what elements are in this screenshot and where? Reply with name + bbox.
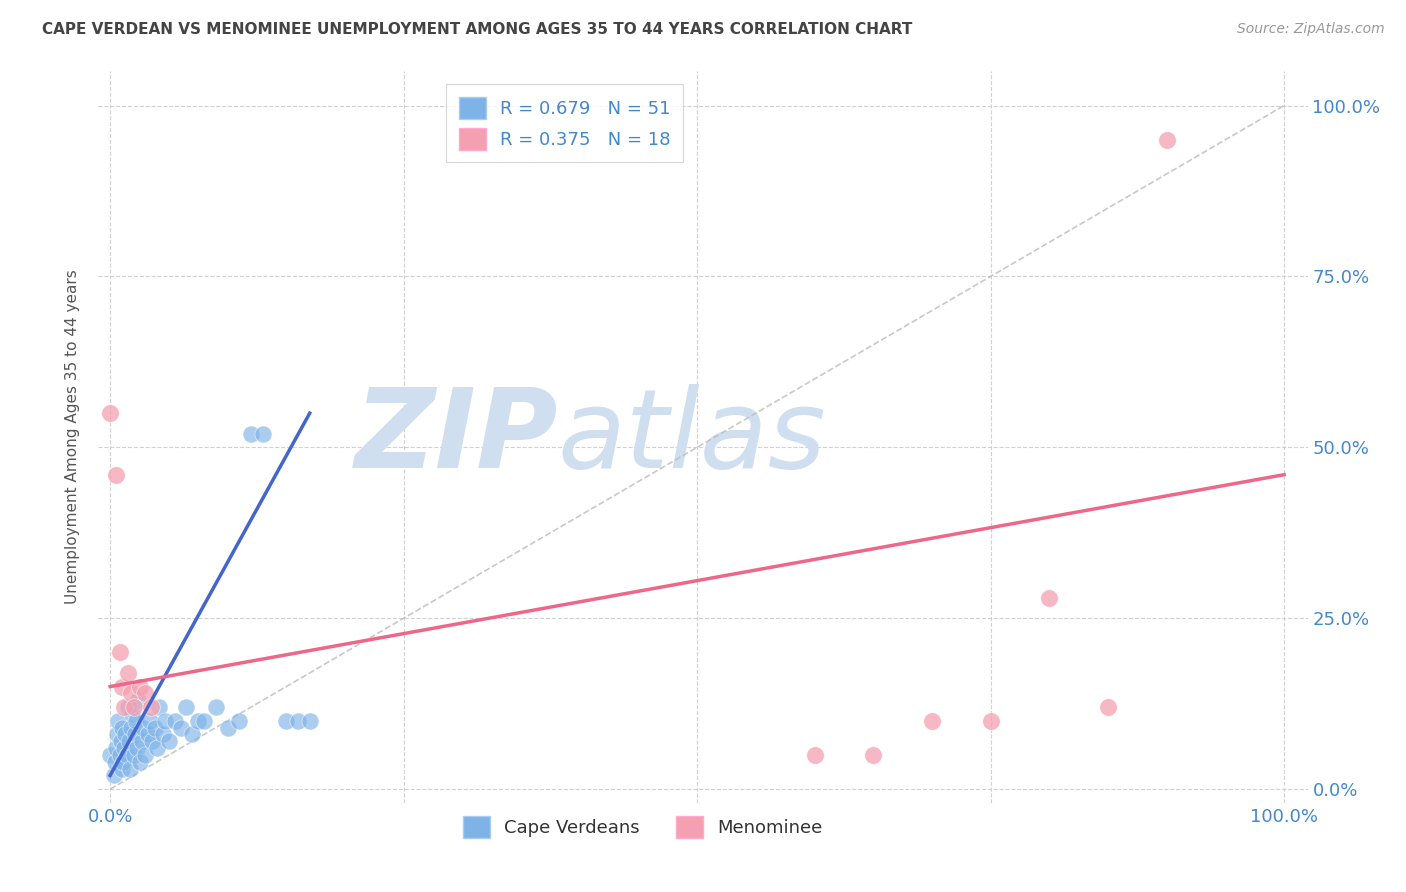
Point — [146, 741, 169, 756]
Point — [1097, 700, 1119, 714]
Point — [862, 747, 884, 762]
Point — [148, 700, 170, 714]
Point — [111, 721, 134, 735]
Point — [128, 680, 150, 694]
Text: CAPE VERDEAN VS MENOMINEE UNEMPLOYMENT AMONG AGES 35 TO 44 YEARS CORRELATION CHA: CAPE VERDEAN VS MENOMINEE UNEMPLOYMENT A… — [42, 22, 912, 37]
Point — [118, 734, 141, 748]
Point — [120, 686, 142, 700]
Point — [181, 727, 204, 741]
Point — [803, 747, 825, 762]
Point — [157, 734, 180, 748]
Point — [134, 747, 156, 762]
Point — [127, 741, 149, 756]
Point — [139, 714, 162, 728]
Point — [117, 700, 139, 714]
Text: atlas: atlas — [558, 384, 827, 491]
Point — [124, 727, 146, 741]
Point — [117, 665, 139, 680]
Point — [155, 714, 177, 728]
Point — [104, 755, 127, 769]
Point — [120, 762, 142, 776]
Point — [112, 755, 135, 769]
Point — [980, 714, 1002, 728]
Point — [112, 741, 135, 756]
Point — [921, 714, 943, 728]
Legend: R = 0.679   N = 51, R = 0.375   N = 18: R = 0.679 N = 51, R = 0.375 N = 18 — [446, 84, 683, 162]
Point — [134, 686, 156, 700]
Point — [125, 714, 148, 728]
Point — [98, 747, 121, 762]
Point — [240, 426, 263, 441]
Point — [108, 747, 131, 762]
Point — [121, 706, 143, 721]
Point — [105, 741, 128, 756]
Point — [141, 734, 163, 748]
Point — [169, 721, 191, 735]
Point — [128, 755, 150, 769]
Point — [105, 467, 128, 482]
Point — [217, 721, 239, 735]
Point — [141, 700, 163, 714]
Text: Source: ZipAtlas.com: Source: ZipAtlas.com — [1237, 22, 1385, 37]
Point — [107, 714, 129, 728]
Point — [122, 700, 145, 714]
Point — [152, 727, 174, 741]
Point — [122, 747, 145, 762]
Point — [193, 714, 215, 728]
Y-axis label: Unemployment Among Ages 35 to 44 years: Unemployment Among Ages 35 to 44 years — [65, 269, 80, 605]
Point — [108, 645, 131, 659]
Point — [103, 768, 125, 782]
Point — [111, 680, 134, 694]
Point — [112, 700, 135, 714]
Point — [176, 700, 198, 714]
Point — [131, 734, 153, 748]
Point — [114, 727, 136, 741]
Point — [98, 406, 121, 420]
Point — [228, 714, 250, 728]
Point — [132, 721, 155, 735]
Point — [136, 727, 159, 741]
Point — [1156, 133, 1178, 147]
Point — [120, 721, 142, 735]
Point — [204, 700, 226, 714]
Point — [276, 714, 298, 728]
Point — [105, 727, 128, 741]
Point — [127, 693, 149, 707]
Text: ZIP: ZIP — [354, 384, 558, 491]
Point — [143, 721, 166, 735]
Point — [111, 762, 134, 776]
Point — [110, 734, 132, 748]
Point — [187, 714, 209, 728]
Point — [115, 747, 138, 762]
Point — [287, 714, 309, 728]
Point — [252, 426, 274, 441]
Point — [1038, 591, 1060, 605]
Point — [298, 714, 321, 728]
Point — [163, 714, 186, 728]
